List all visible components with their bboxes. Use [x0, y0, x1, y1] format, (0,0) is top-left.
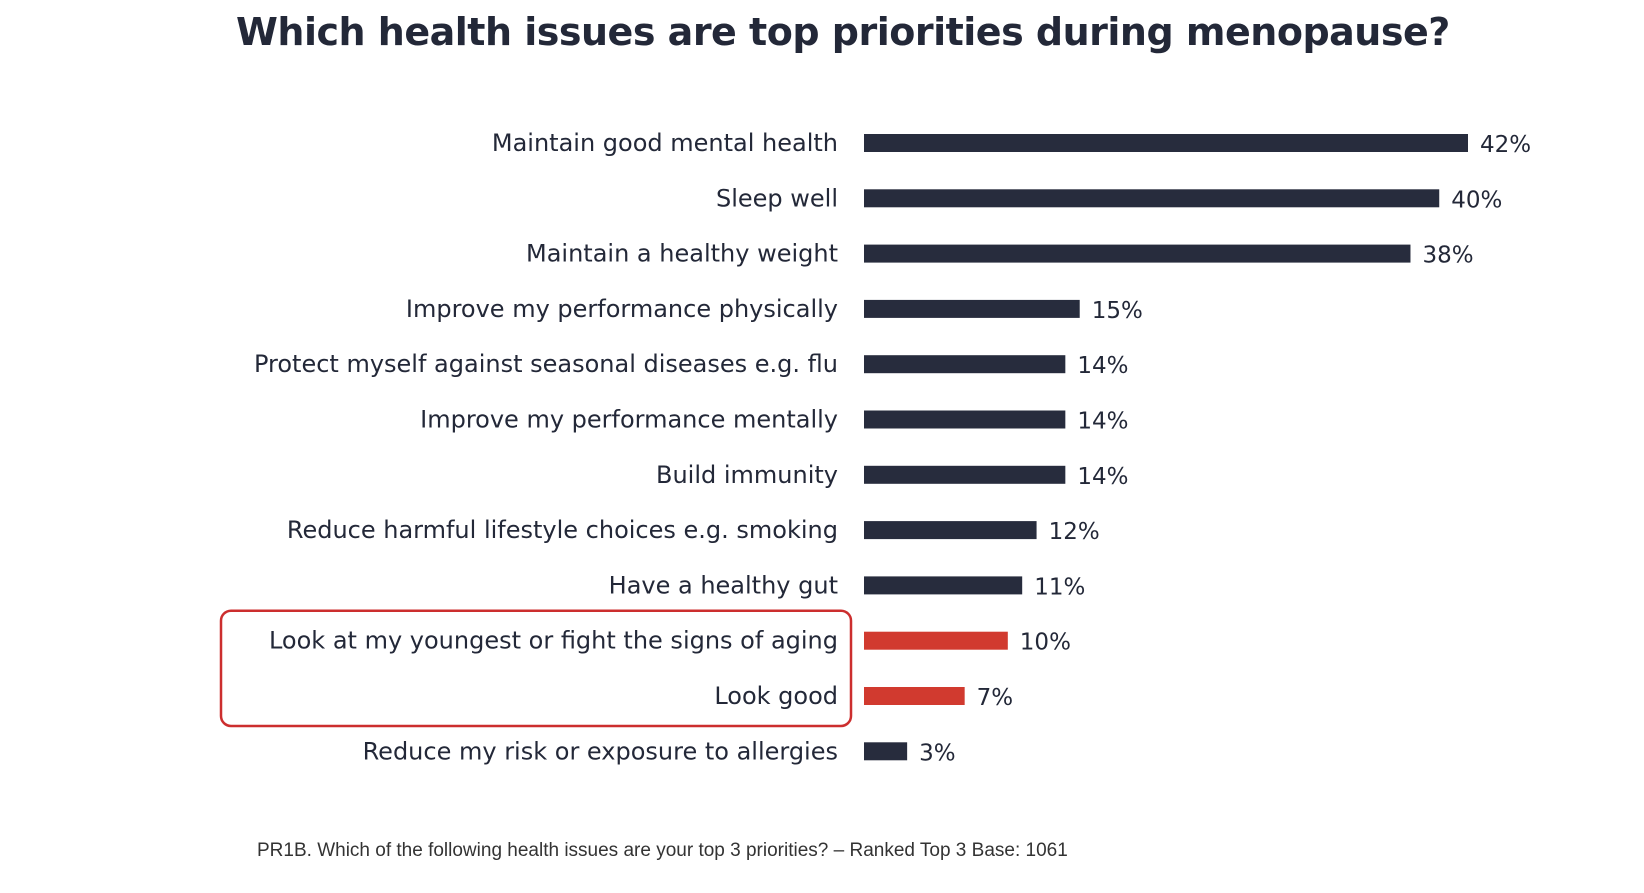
- highlight-box: [219, 609, 853, 728]
- bar: [864, 631, 1008, 650]
- value-label: 14%: [1077, 409, 1128, 435]
- bar: [864, 576, 1023, 595]
- footnote: PR1B. Which of the following health issu…: [257, 840, 1068, 861]
- category-label: Have a healthy gut: [609, 571, 838, 599]
- value-label: 40%: [1451, 187, 1502, 213]
- value-label: 38%: [1422, 243, 1473, 269]
- value-label: 3%: [919, 740, 956, 766]
- value-label: 14%: [1077, 353, 1128, 379]
- bar: [864, 299, 1080, 318]
- category-label: Improve my performance mentally: [420, 406, 838, 434]
- category-label: Sleep well: [716, 184, 838, 212]
- bar: [864, 244, 1411, 263]
- value-label: 42%: [1480, 132, 1531, 158]
- category-label: Reduce harmful lifestyle choices e.g. sm…: [287, 516, 838, 544]
- chart-title: Which health issues are top priorities d…: [236, 10, 1450, 54]
- category-label: Maintain a healthy weight: [526, 240, 838, 268]
- bar: [864, 189, 1440, 208]
- category-label: Build immunity: [656, 461, 838, 489]
- bar: [864, 687, 965, 705]
- value-label: 15%: [1092, 298, 1143, 324]
- category-label: Protect myself against seasonal diseases…: [254, 350, 838, 378]
- value-label: 7%: [977, 685, 1014, 711]
- category-label: Improve my performance physically: [406, 295, 838, 323]
- category-label: Look good: [714, 682, 838, 710]
- bar: [864, 742, 908, 761]
- value-label: 11%: [1034, 574, 1085, 600]
- bar: [864, 134, 1468, 152]
- value-label: 14%: [1077, 464, 1128, 490]
- category-label: Maintain good mental health: [492, 129, 838, 157]
- category-label: Reduce my risk or exposure to allergies: [363, 737, 838, 765]
- value-label: 12%: [1049, 519, 1100, 545]
- bar: [864, 355, 1066, 374]
- bar: [864, 521, 1037, 540]
- category-label: Look at my youngest or fight the signs o…: [269, 627, 838, 655]
- bar: [864, 410, 1066, 429]
- bar: [864, 465, 1066, 484]
- value-label: 10%: [1020, 630, 1071, 656]
